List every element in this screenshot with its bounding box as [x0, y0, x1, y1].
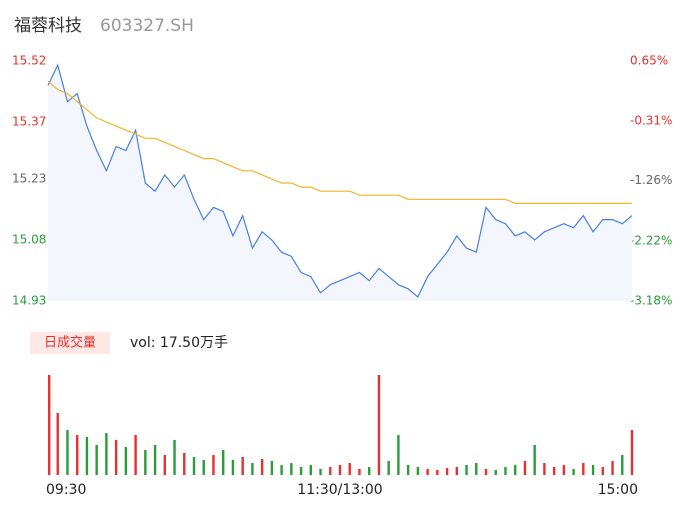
x-tick-label: 11:30/13:00: [297, 482, 382, 498]
volume-bar: [153, 445, 157, 475]
volume-bar: [270, 461, 274, 475]
volume-bar: [76, 435, 79, 475]
volume-bar: [377, 375, 381, 475]
y2-tick-label: -2.22%: [630, 233, 672, 247]
stock-name: 福蓉科技: [14, 16, 82, 36]
volume-bar: [591, 465, 595, 475]
volume-bar: [299, 467, 303, 475]
average-line: [47, 80, 632, 204]
y2-tick-label: -3.18%: [630, 294, 672, 308]
volume-bar: [183, 453, 186, 475]
volume-tab-label[interactable]: 日成交量: [44, 335, 96, 351]
volume-bar: [173, 440, 176, 475]
volume-bar: [572, 469, 575, 475]
volume-bar: [523, 461, 527, 475]
volume-bar: [611, 461, 614, 475]
volume-bar: [105, 433, 108, 475]
volume-bar: [260, 459, 264, 475]
volume-bar: [124, 447, 128, 475]
volume-bar: [630, 430, 634, 475]
volume-bar: [338, 465, 342, 475]
y-tick-label: 14.93: [12, 294, 46, 308]
volume-bar: [475, 463, 478, 475]
volume-bar: [533, 445, 536, 475]
volume-bar: [368, 467, 371, 475]
y2-tick-label: 0.65%: [630, 54, 668, 68]
y2-tick-label: -1.26%: [630, 173, 672, 187]
volume-bar: [543, 463, 546, 475]
volume-bar: [280, 465, 283, 475]
volume-bar: [348, 463, 351, 475]
volume-bar: [358, 469, 361, 475]
y-tick-label: 15.37: [12, 115, 46, 129]
volume-bar: [144, 450, 147, 475]
volume-info: vol: 17.50万手: [130, 335, 228, 351]
volume-bar: [192, 457, 196, 475]
price-area: [48, 65, 632, 301]
volume-bar: [445, 468, 449, 475]
volume-bar: [621, 455, 624, 475]
volume-bar: [231, 460, 235, 475]
volume-bar: [582, 463, 585, 475]
volume-bar: [212, 455, 215, 475]
volume-bar: [406, 465, 410, 475]
volume-bar: [114, 440, 118, 475]
volume-bar: [562, 465, 566, 475]
volume-bar: [290, 463, 293, 475]
volume-bar: [222, 450, 225, 475]
volume-bar: [48, 375, 51, 475]
volume-bar: [494, 470, 497, 475]
volume-bar: [455, 467, 458, 475]
y-tick-label: 15.08: [12, 232, 46, 246]
volume-bar: [436, 470, 439, 475]
volume-bar: [66, 430, 69, 475]
volume-bar: [397, 435, 400, 475]
y2-tick-label: -0.31%: [630, 114, 672, 128]
volume-bar: [416, 467, 420, 475]
volume-bar: [56, 413, 59, 475]
volume-bar: [465, 465, 468, 475]
x-tick-label: 09:30: [46, 482, 86, 498]
volume-bar: [484, 469, 488, 475]
volume-bar: [163, 455, 166, 475]
y-tick-label: 15.52: [12, 54, 46, 68]
volume-bar: [309, 465, 312, 475]
y-tick-label: 15.23: [12, 171, 46, 185]
volume-bar: [514, 465, 517, 475]
x-tick-label: 15:00: [598, 482, 638, 498]
price-line: [47, 63, 633, 298]
volume-bar: [329, 467, 332, 475]
volume-bar: [504, 467, 507, 475]
volume-bar: [601, 467, 604, 475]
volume-bar: [319, 469, 322, 475]
stock-code: 603327.SH: [100, 16, 194, 36]
volume-bar: [426, 469, 429, 475]
volume-bar: [251, 463, 254, 475]
volume-tab[interactable]: [30, 332, 110, 354]
volume-bar: [134, 435, 137, 475]
volume-bar: [241, 457, 244, 475]
volume-bar: [552, 467, 556, 475]
volume-bar: [387, 461, 390, 475]
volume-bar: [95, 445, 98, 475]
volume-bar: [85, 437, 89, 475]
volume-bar: [202, 460, 205, 475]
